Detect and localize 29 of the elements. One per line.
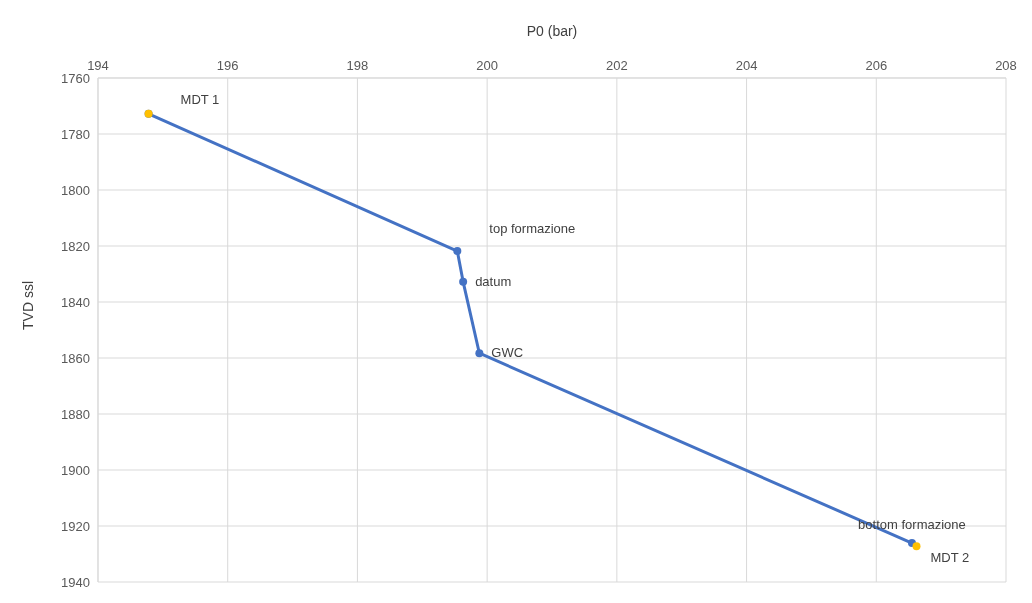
y-tick-label: 1920 <box>61 518 90 534</box>
annotation: GWC <box>491 345 524 361</box>
x-tick-label: 202 <box>606 58 628 73</box>
x-tick-label: 206 <box>865 58 888 73</box>
x-tick-label: 196 <box>216 58 239 73</box>
y-tick-label: 1940 <box>61 574 90 590</box>
x-tick-label: 198 <box>346 58 369 73</box>
y-tick-label: 1840 <box>61 294 90 310</box>
annotation: MDT 2 <box>930 550 970 566</box>
point <box>459 277 468 286</box>
point <box>453 247 462 256</box>
x-tick-label: 208 <box>995 58 1017 73</box>
y-tick-label: 1760 <box>61 70 90 86</box>
x-tick-label: 200 <box>476 58 498 73</box>
y-axis-title: TVD ssl <box>19 281 36 330</box>
y-tick-label: 1900 <box>61 462 90 478</box>
x-tick-label: 194 <box>87 58 109 73</box>
x-tick-label: 204 <box>735 58 758 73</box>
y-tick-label: 1880 <box>61 406 90 422</box>
annotation: datum <box>475 273 512 289</box>
y-tick-label: 1780 <box>61 126 90 142</box>
y-tick-label: 1800 <box>61 182 90 198</box>
y-tick-label: 1820 <box>61 238 90 254</box>
point <box>475 349 484 358</box>
annotation: MDT 1 <box>180 91 220 107</box>
x-axis-title: P0 (bar) <box>526 22 578 39</box>
y-tick-label: 1860 <box>61 350 90 366</box>
annotation: top formazione <box>489 221 576 237</box>
point <box>912 542 921 551</box>
